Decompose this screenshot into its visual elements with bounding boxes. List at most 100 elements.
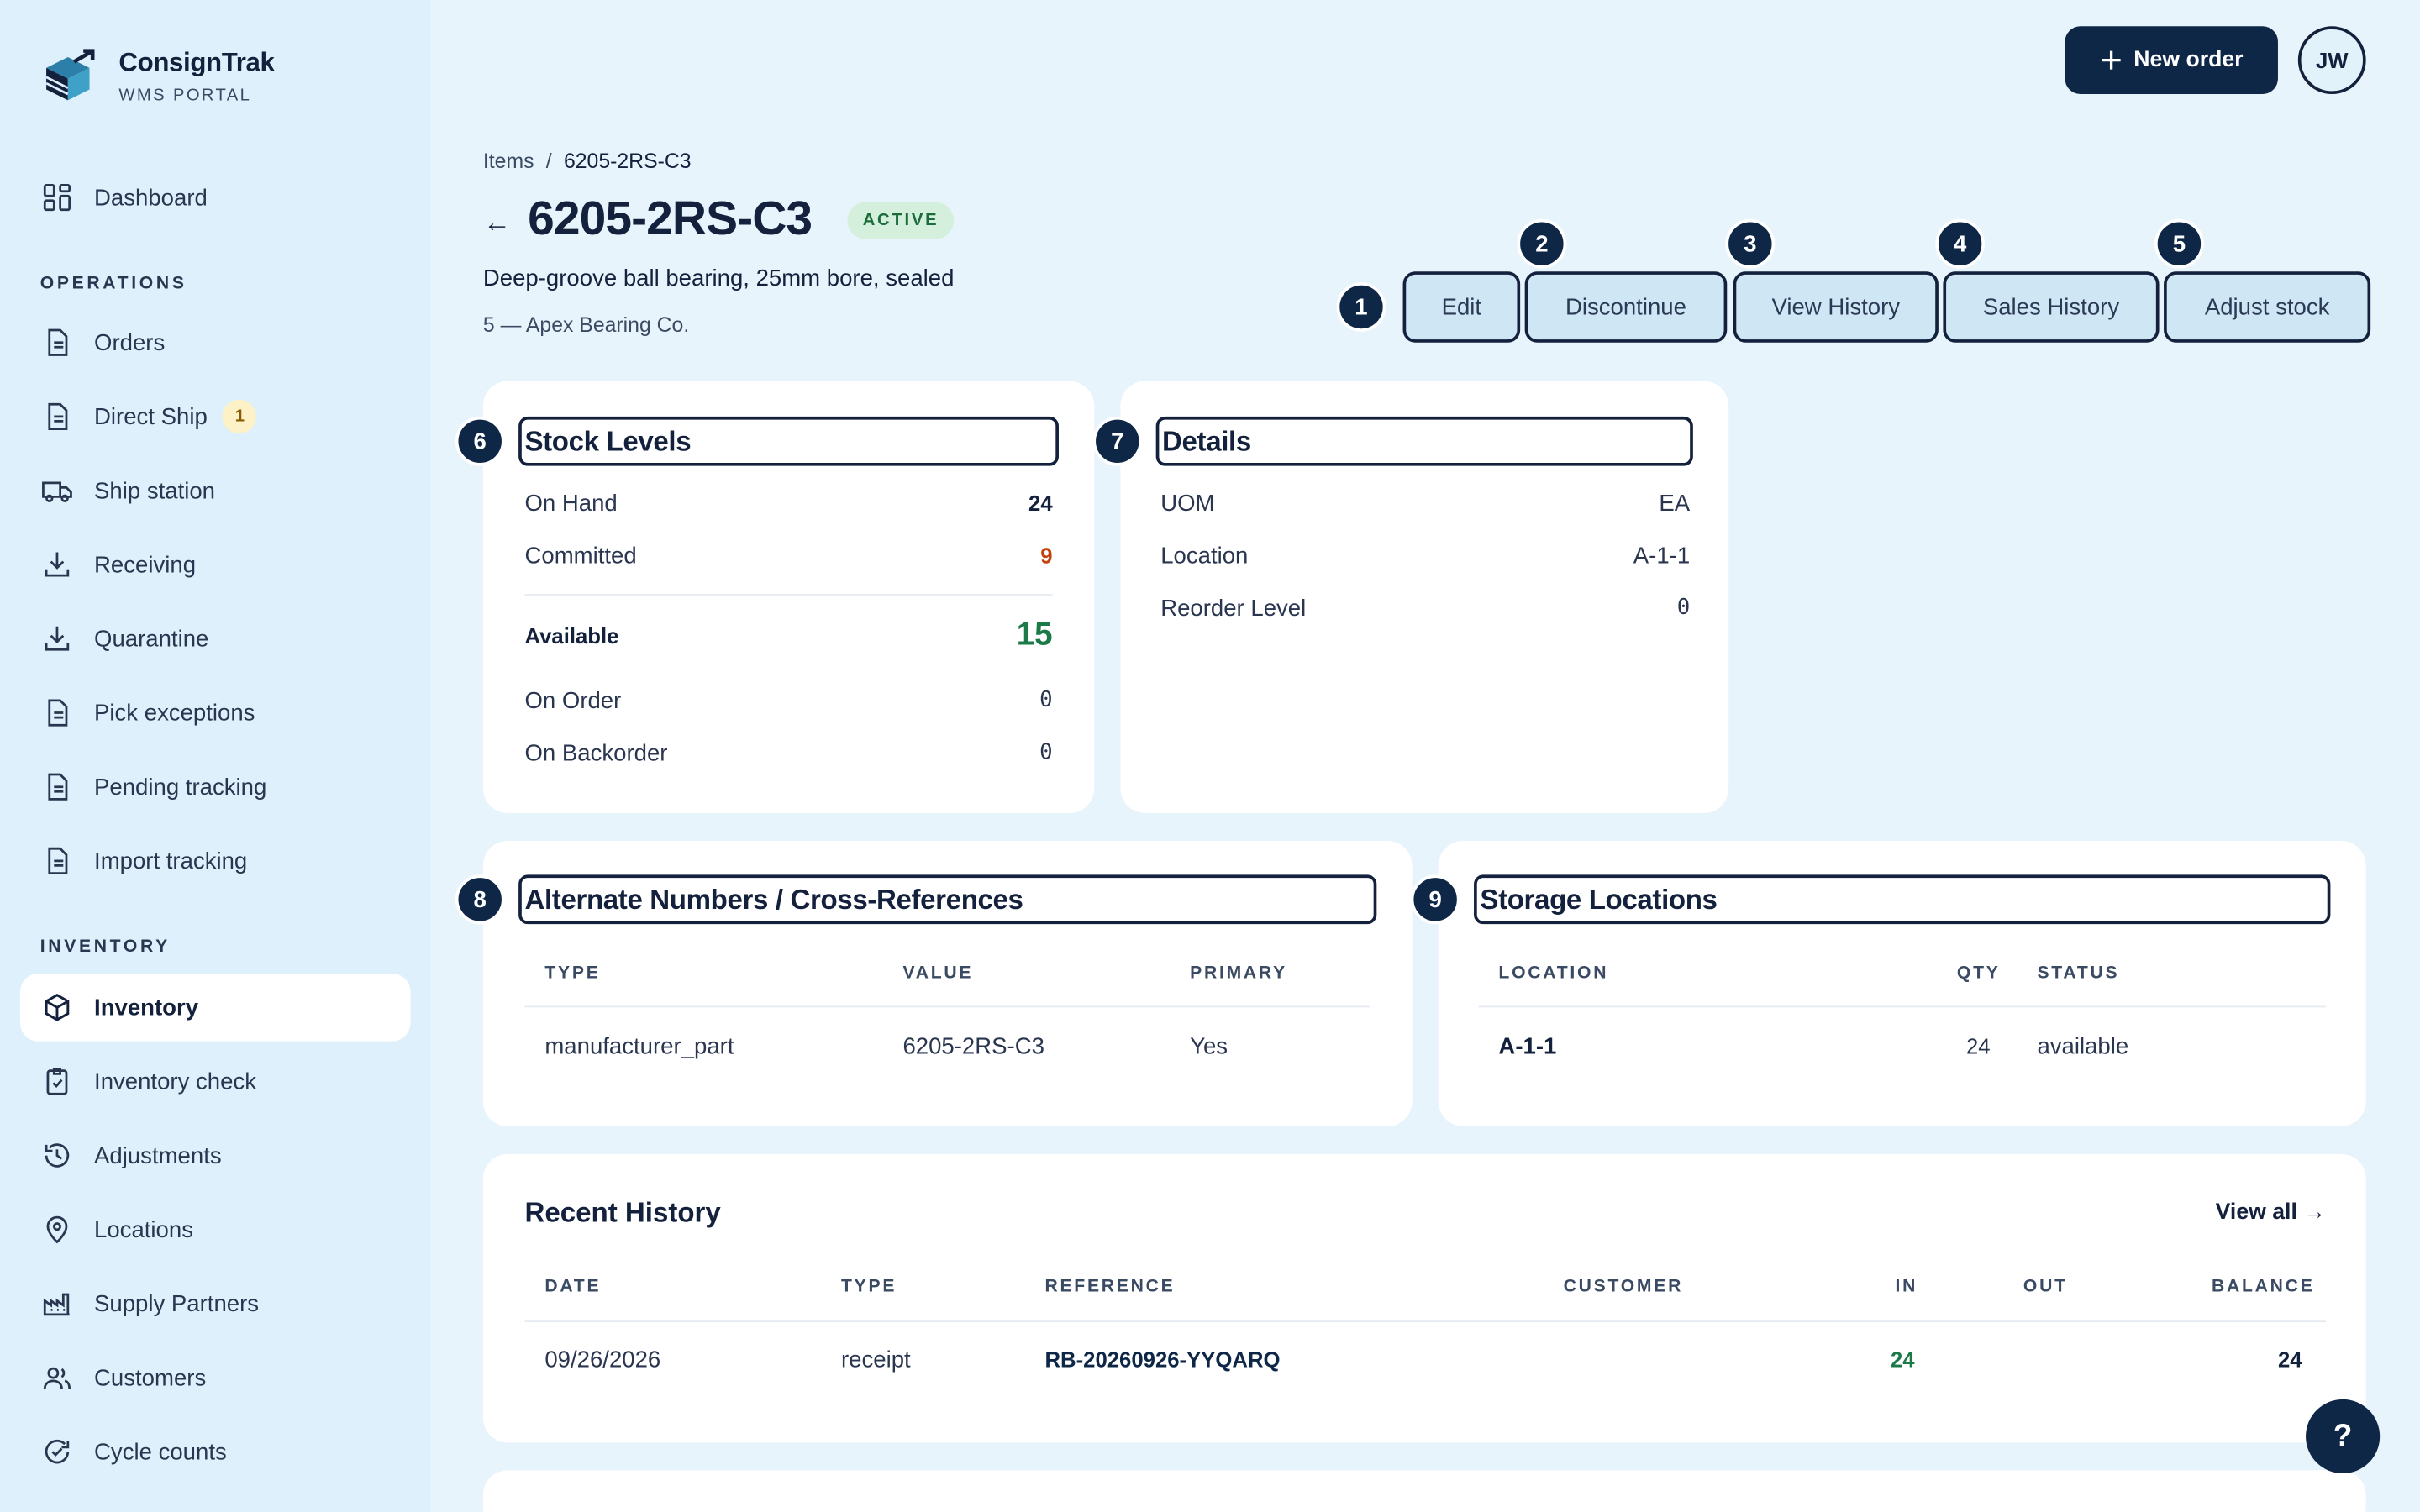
card-title: Stock Levels [518,416,1059,466]
recent-history-card: Recent History View all → DATE TYPE REFE… [482,1153,2366,1443]
sidebar-item-label: Receiving [94,551,197,578]
marker-badge: 4 [1935,218,1985,269]
sidebar-item-direct-ship[interactable]: Direct Ship 1 [20,383,411,451]
sidebar-item-ship-station[interactable]: Ship station [20,457,411,525]
row-value: 24 [1028,491,1053,516]
stock-row-on-order: On Order 0 [524,688,1052,714]
table-cell: 6205-2RS-C3 [902,1033,1044,1060]
new-order-button[interactable]: New order [2065,26,2278,95]
map-pin-icon [46,1215,68,1244]
row-label: Location [1160,543,1249,570]
sidebar-item-dashboard[interactable]: Dashboard [20,164,411,232]
section-heading-inventory: INVENTORY [39,937,171,957]
stock-row-available: Available 15 [524,617,1052,654]
table-cell: 24 [1890,1347,1915,1372]
column-header: TYPE [544,963,601,983]
detail-row-uom: UOM EA [1160,491,1690,517]
sidebar-item-label: Inventory [94,994,199,1021]
avatar[interactable]: JW [2297,26,2366,95]
view-all-link[interactable]: View all → [2215,1200,2326,1226]
divider [524,1005,1370,1008]
details-card: Details UOM EA Location A-1-1 Reorder Le… [1120,381,1729,813]
item-description: Deep-groove ball bearing, 25mm bore, sea… [482,265,955,292]
breadcrumb-items-link[interactable]: Items [482,150,534,173]
row-label: Reorder Level [1160,595,1307,622]
cube-icon [45,993,70,1021]
table-cell: available [2037,1033,2129,1060]
sidebar-item-pending-tracking[interactable]: Pending tracking [20,753,411,821]
table-cell: 24 [1965,1033,1991,1058]
row-label: On Order [524,688,622,715]
edit-button[interactable]: Edit [1402,271,1521,343]
row-label: On Hand [524,491,618,517]
sidebar-item-label: Import tracking [94,848,248,874]
marker-badge: 6 [455,416,505,466]
new-order-label: New order [2133,47,2244,73]
view-history-button[interactable]: View History [1733,271,1939,343]
sidebar-item-locations[interactable]: Locations [20,1195,411,1263]
row-value: 0 [1039,740,1053,766]
sidebar-item-label: Quarantine [94,625,209,653]
column-header: QTY [1956,963,2001,983]
table-cell[interactable]: A-1-1 [1498,1033,1557,1060]
marker-badge: 3 [1725,218,1776,269]
back-arrow-icon[interactable]: ← [482,207,511,238]
sidebar-item-label: Dashboard [94,184,208,211]
sidebar-item-quarantine[interactable]: Quarantine [20,605,411,673]
count-badge: 1 [223,399,257,434]
sidebar-item-label: Pending tracking [94,774,267,801]
sidebar-item-label: Cycle counts [94,1438,227,1465]
sidebar-item-receiving[interactable]: Receiving [20,531,411,599]
sidebar-item-cycle-counts[interactable]: Cycle counts [20,1418,411,1486]
alternates-card: Alternate Numbers / Cross-References TYP… [482,841,1413,1126]
column-header: IN [1895,1277,1918,1296]
help-button[interactable]: ? [2306,1399,2381,1474]
sidebar-item-label: Supply Partners [94,1290,260,1317]
divider [524,594,1053,596]
sidebar-item-pick-exceptions[interactable]: Pick exceptions [20,679,411,747]
marker-badge: 2 [1517,218,1567,269]
marker-badge: 8 [455,874,505,925]
row-label: Available [524,623,619,648]
sidebar-item-inventory[interactable]: Inventory [19,973,411,1042]
item-vendor: 5 — Apex Bearing Co. [482,312,690,337]
column-header: BALANCE [2211,1277,2315,1296]
sidebar-item-label: Pick exceptions [94,699,255,727]
users-icon [43,1367,71,1389]
download-icon [45,552,70,577]
marker-badge: 9 [1410,874,1460,925]
storage-locations-card: Storage Locations LOCATION QTY STATUS A-… [1438,841,2366,1126]
reference-link[interactable]: RB-20260926-YYQARQ [1044,1347,1281,1372]
row-value: 15 [1016,617,1053,653]
marker-badge: 1 [1336,282,1386,332]
divider [1478,1005,2326,1008]
adjust-stock-button[interactable]: Adjust stock [2164,271,2371,343]
stock-row-committed: Committed 9 [524,543,1052,570]
history-icon [45,1143,70,1168]
document-icon [48,328,68,356]
sidebar-item-import-tracking[interactable]: Import tracking [20,827,411,895]
sidebar-item-customers[interactable]: Customers [20,1344,411,1412]
refresh-check-icon [45,1439,70,1464]
sales-history-button[interactable]: Sales History [1943,271,2160,343]
table-cell: manufacturer_part [544,1033,734,1060]
clipboard-check-icon [46,1068,68,1095]
status-badge: ACTIVE [847,202,955,239]
sidebar-item-inventory-check[interactable]: Inventory check [20,1047,411,1116]
brand[interactable]: ConsignTrak WMS PORTAL [40,46,275,105]
table-cell: Yes [1190,1033,1228,1060]
download-icon [45,626,70,651]
row-value: 0 [1039,688,1053,713]
breadcrumb-separator: / [545,150,552,173]
stock-levels-card: Stock Levels On Hand 24 Committed 9 Avai… [482,381,1095,813]
sidebar-item-supply-partners[interactable]: Supply Partners [20,1270,411,1338]
brand-name: ConsignTrak [118,47,275,76]
page-title: 6205-2RS-C3 [528,191,813,246]
sidebar-item-label: Ship station [94,477,216,504]
sidebar-item-orders[interactable]: Orders [20,308,411,376]
table-cell: 24 [2277,1347,2302,1372]
discontinue-button[interactable]: Discontinue [1524,271,1728,343]
divider [524,1320,2326,1323]
sidebar-item-adjustments[interactable]: Adjustments [20,1121,411,1189]
factory-icon [43,1293,70,1316]
